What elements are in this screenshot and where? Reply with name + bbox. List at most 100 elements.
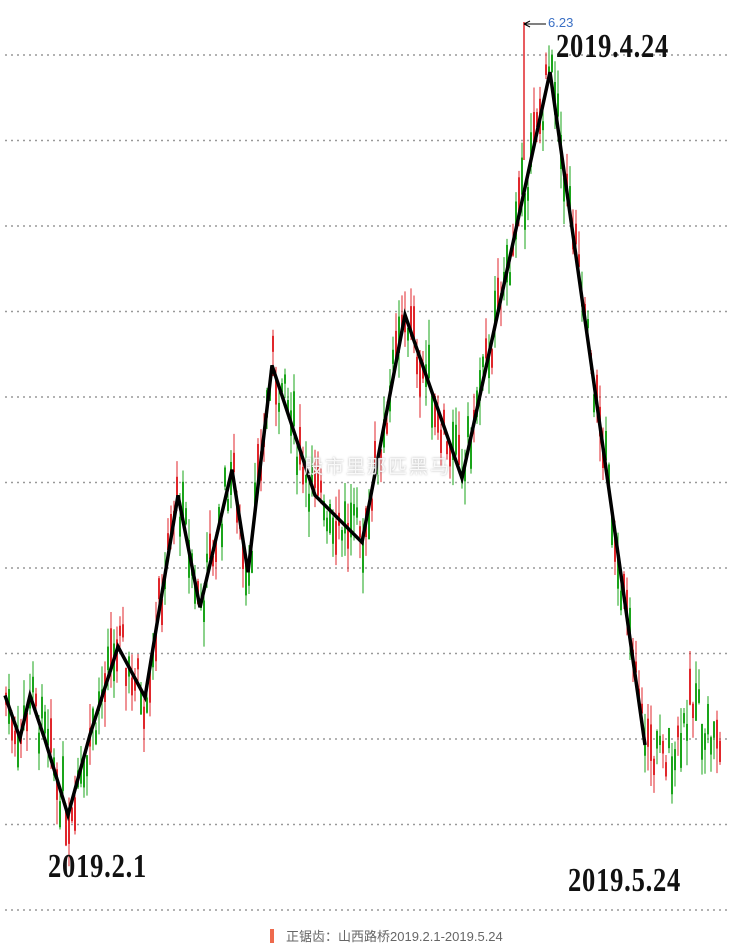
candle-body (521, 157, 523, 195)
candle-body (41, 696, 43, 719)
candle-body (215, 535, 217, 563)
candle-body (530, 132, 532, 168)
candle-body (395, 330, 397, 364)
candle-body (392, 349, 394, 364)
candle-body (206, 553, 208, 563)
candle-body (443, 409, 445, 426)
candle-body (71, 807, 73, 822)
candle-body (302, 467, 304, 485)
candle-body (74, 797, 76, 831)
candle-body (695, 683, 697, 721)
candle-body (209, 533, 211, 560)
candle-body (458, 434, 460, 466)
candle-body (626, 589, 628, 617)
candle-body (611, 510, 613, 545)
candle-body (701, 723, 703, 760)
candle-body (182, 481, 184, 517)
candle-body (38, 732, 40, 754)
candle-body (137, 658, 139, 670)
candle-body (233, 452, 235, 473)
candle-body (35, 693, 37, 707)
candle-body (326, 517, 328, 532)
candle-body (272, 335, 274, 352)
candle-body (545, 64, 547, 76)
candle-body (497, 277, 499, 311)
candle-body (416, 356, 418, 375)
candle-body (659, 735, 661, 746)
candle-body (305, 464, 307, 483)
candle-body (692, 703, 694, 719)
candle-body (533, 112, 535, 149)
candle-body (368, 506, 370, 540)
caption-text: 正锯齿：山西路桥2019.2.1-2019.5.24 (286, 929, 503, 944)
candle-body (593, 394, 595, 413)
candle-body (86, 755, 88, 777)
candle-body (80, 766, 82, 784)
candle-body (548, 66, 550, 77)
candle-body (377, 462, 379, 475)
candle-body (110, 628, 112, 667)
candle-body (341, 530, 343, 541)
candle-body (131, 677, 133, 696)
candle-body (275, 377, 277, 405)
candle-body (608, 464, 610, 489)
candle-body (284, 374, 286, 384)
candle-body (353, 504, 355, 516)
candle-body (314, 470, 316, 488)
peak-price-label: 6.23 (548, 15, 574, 30)
candle-body (716, 719, 718, 749)
candle-body (248, 563, 250, 586)
candle-body (344, 501, 346, 534)
candle-body (134, 676, 136, 691)
candle-body (149, 668, 151, 703)
candle-body (647, 718, 649, 747)
candle-body (428, 344, 430, 379)
candle-body (524, 193, 526, 230)
candle-body (614, 533, 616, 562)
candle-body (482, 356, 484, 368)
candle-body (710, 737, 712, 755)
candle-body (713, 721, 715, 738)
candle-body (386, 422, 388, 434)
candle-body (83, 760, 85, 788)
candle-body (635, 661, 637, 673)
candle-body (719, 740, 721, 762)
candle-body (50, 718, 52, 753)
candle-body (242, 539, 244, 569)
candle-body (221, 523, 223, 548)
candle-body (434, 395, 436, 428)
candle-body (107, 646, 109, 671)
candle-body (446, 441, 448, 455)
candle-body (629, 607, 631, 640)
candle-body (563, 177, 565, 202)
candle-body (308, 493, 310, 512)
candle-body (245, 564, 247, 596)
candle-body (23, 705, 25, 720)
candle-body (320, 480, 322, 493)
candle-body (551, 54, 553, 73)
candle-body (281, 383, 283, 393)
candle-body (251, 551, 253, 573)
candle-body (68, 814, 70, 844)
start-date-label: 2019.2.1 (48, 848, 148, 885)
candle-body (143, 706, 145, 729)
candle-body (287, 399, 289, 417)
candle-body (227, 499, 229, 511)
candle-body (59, 801, 61, 828)
candle-body (575, 223, 577, 245)
candle-body (509, 272, 511, 286)
candle-body (176, 476, 178, 502)
candle-body (707, 703, 709, 735)
candle-body (419, 360, 421, 397)
candle-body (278, 402, 280, 412)
candle-body (65, 810, 67, 846)
candle-body (665, 762, 667, 777)
candle-body (17, 730, 19, 768)
candle-body (662, 740, 664, 754)
candle-body (140, 690, 142, 715)
candle-body (449, 444, 451, 467)
candle-body (44, 711, 46, 734)
candle-body (359, 526, 361, 538)
candle-body (440, 429, 442, 453)
candle-body (257, 443, 259, 481)
